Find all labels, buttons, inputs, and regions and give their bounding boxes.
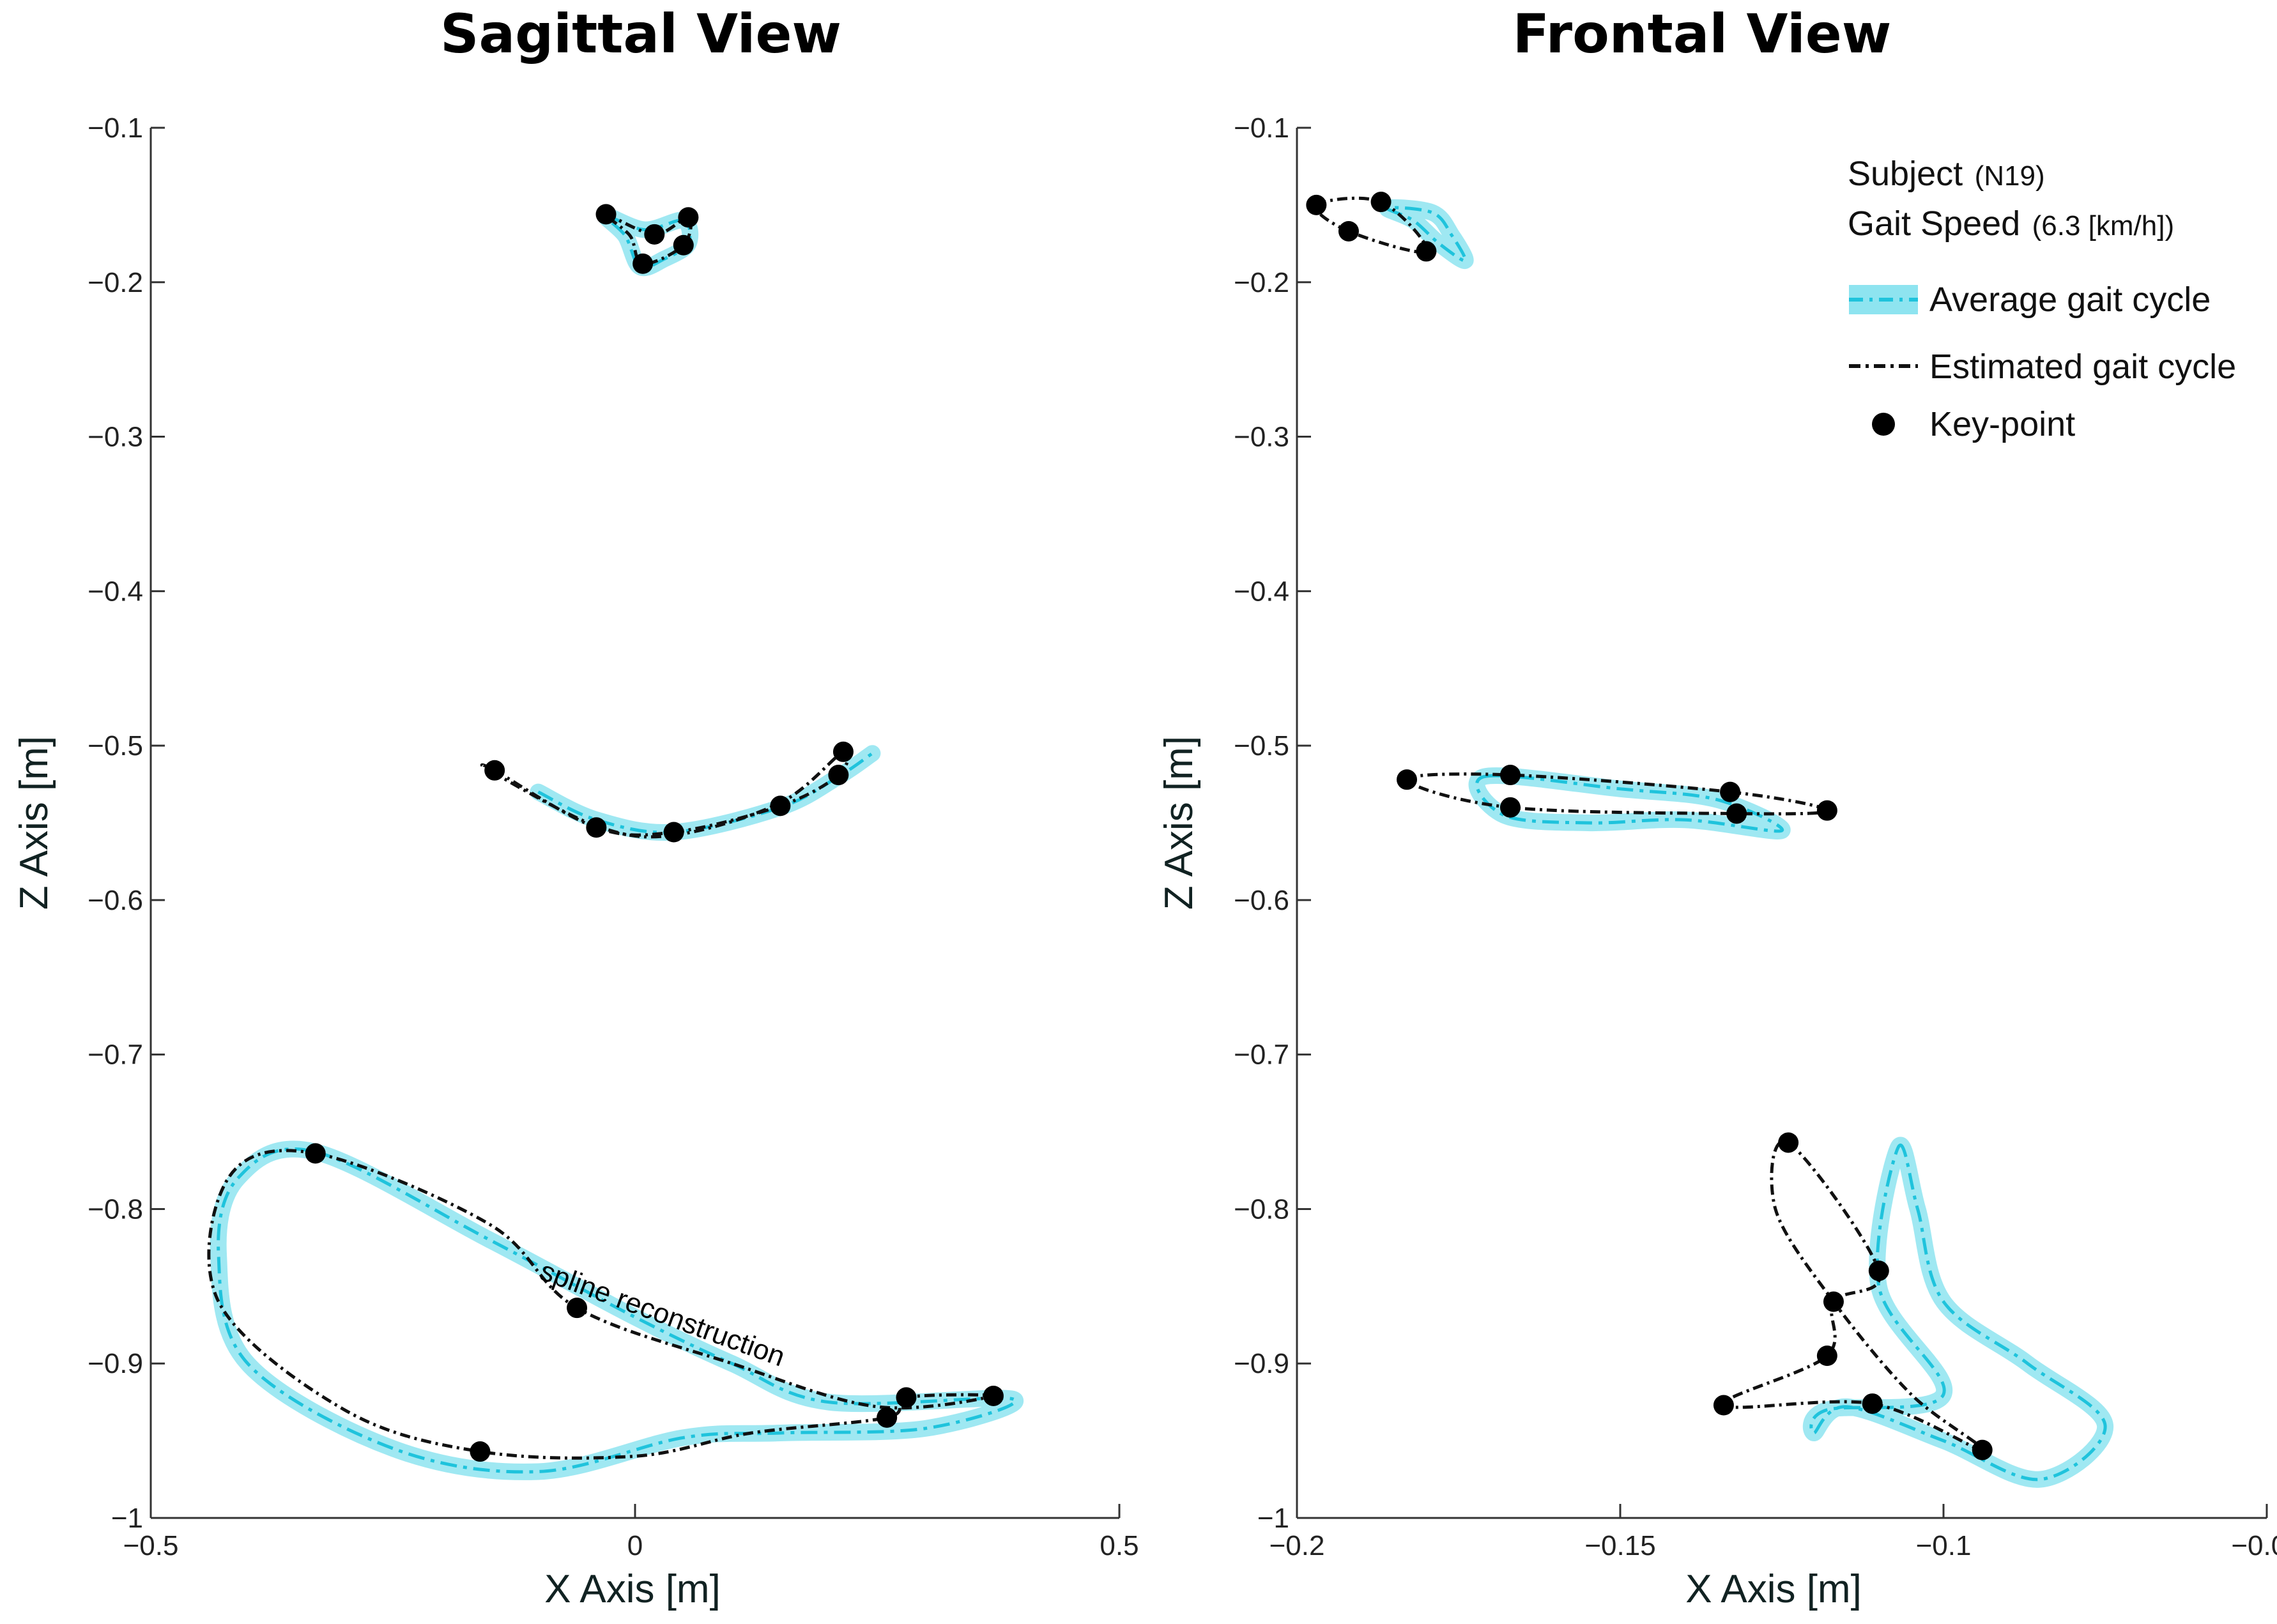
average-gait-band-bottom bbox=[1802, 1137, 2113, 1488]
frontal-title: Frontal View bbox=[1513, 3, 1892, 65]
estimated-gait-line-middle bbox=[480, 749, 850, 839]
sagittal-title: Sagittal View bbox=[440, 3, 841, 65]
key-point-middle bbox=[1397, 769, 1418, 790]
y-tick-label: −0.9 bbox=[1234, 1348, 1289, 1379]
average-gait-line-middle bbox=[1475, 774, 1784, 833]
x-tick-label: −0.05 bbox=[2231, 1530, 2277, 1561]
y-tick-label: −0.8 bbox=[1234, 1193, 1289, 1225]
y-tick-label: −0.1 bbox=[1234, 112, 1289, 144]
y-tick-label: −0.5 bbox=[88, 730, 143, 762]
y-tick-label: −0.1 bbox=[88, 112, 143, 144]
estimated-gait-line-bottom bbox=[1722, 1139, 1984, 1452]
average-gait-band-top bbox=[1379, 199, 1474, 269]
key-point-bottom bbox=[470, 1441, 491, 1462]
legend-subject: Subject (N19) bbox=[1848, 155, 2045, 193]
key-point-middle bbox=[832, 741, 854, 762]
key-point-middle bbox=[1499, 797, 1521, 818]
legend-keypoint-marker bbox=[1872, 413, 1895, 436]
key-point-middle bbox=[663, 822, 684, 843]
key-point-top bbox=[1370, 192, 1392, 213]
key-point-bottom bbox=[983, 1385, 1004, 1406]
legend-speed-value: (6.3 [km/h]) bbox=[2032, 210, 2175, 241]
key-point-middle bbox=[586, 817, 607, 838]
key-point-bottom bbox=[1823, 1291, 1844, 1312]
legend: Subject (N19) Gait Speed (6.3 [km/h]) Av… bbox=[1848, 155, 2236, 443]
frontal-plot-area bbox=[1306, 192, 2113, 1488]
key-point-bottom bbox=[567, 1298, 588, 1319]
y-tick-label: −0.2 bbox=[1234, 267, 1289, 298]
key-point-top bbox=[632, 253, 654, 274]
key-point-middle bbox=[484, 760, 505, 781]
sagittal-ticks: −0.1−0.2−0.3−0.4−0.5−0.6−0.7−0.8−0.9−1−0… bbox=[88, 112, 1138, 1561]
key-point-middle bbox=[1499, 765, 1521, 786]
y-tick-label: −0.4 bbox=[88, 576, 143, 607]
x-tick-label: −0.2 bbox=[1269, 1530, 1325, 1561]
y-tick-label: −0.3 bbox=[1234, 422, 1289, 453]
y-tick-label: −1 bbox=[111, 1503, 143, 1534]
y-tick-label: −1 bbox=[1257, 1503, 1289, 1534]
y-tick-label: −0.4 bbox=[1234, 576, 1289, 607]
y-tick-label: −0.3 bbox=[88, 422, 143, 453]
x-tick-label: −0.5 bbox=[123, 1530, 179, 1561]
legend-speed: Gait Speed (6.3 [km/h]) bbox=[1848, 204, 2174, 243]
average-gait-line-middle bbox=[537, 752, 873, 834]
sagittal-xlabel: X Axis [m] bbox=[544, 1567, 721, 1611]
key-point-bottom bbox=[1868, 1260, 1889, 1282]
y-tick-label: −0.6 bbox=[88, 885, 143, 916]
key-point-bottom bbox=[877, 1407, 898, 1428]
sagittal-plot-area bbox=[207, 204, 1023, 1480]
y-tick-label: −0.5 bbox=[1234, 730, 1289, 762]
y-tick-label: −0.7 bbox=[88, 1039, 143, 1071]
key-point-bottom bbox=[1862, 1393, 1883, 1414]
key-point-middle bbox=[1816, 800, 1837, 821]
average-gait-band-middle bbox=[530, 745, 881, 841]
key-point-bottom bbox=[1972, 1439, 1993, 1460]
x-tick-label: −0.15 bbox=[1584, 1530, 1655, 1561]
average-gait-line-bottom bbox=[1809, 1144, 2107, 1482]
legend-speed-label: Gait Speed bbox=[1848, 204, 2020, 243]
legend-keypoint-label: Key-point bbox=[1929, 405, 2075, 443]
legend-average-label: Average gait cycle bbox=[1929, 280, 2211, 319]
key-point-middle bbox=[1720, 781, 1741, 802]
key-point-top bbox=[1416, 241, 1437, 262]
x-tick-label: 0.5 bbox=[1100, 1530, 1138, 1561]
key-point-bottom bbox=[305, 1143, 326, 1164]
key-point-top bbox=[673, 234, 694, 256]
average-gait-line-top bbox=[604, 214, 692, 270]
key-point-top bbox=[1338, 220, 1359, 241]
key-point-bottom bbox=[1713, 1395, 1734, 1416]
key-point-top bbox=[595, 204, 617, 225]
legend-subject-value: (N19) bbox=[1975, 160, 2045, 192]
key-point-top bbox=[678, 207, 699, 228]
y-tick-label: −0.9 bbox=[88, 1348, 143, 1379]
sagittal-ylabel: Z Axis [m] bbox=[12, 736, 56, 910]
legend-estimated-label: Estimated gait cycle bbox=[1929, 348, 2236, 386]
key-point-middle bbox=[828, 765, 849, 786]
legend-subject-label: Subject bbox=[1848, 155, 1963, 193]
x-tick-label: −0.1 bbox=[1916, 1530, 1972, 1561]
y-tick-label: −0.7 bbox=[1234, 1039, 1289, 1071]
frontal-ticks: −0.1−0.2−0.3−0.4−0.5−0.6−0.7−0.8−0.9−1−0… bbox=[1234, 112, 2277, 1561]
x-tick-label: 0 bbox=[627, 1530, 643, 1561]
sagittal-panel: Sagittal View −0.1 −0.2 −0.3 −0.4 −0.5 −0.6 −0… bbox=[12, 3, 1139, 1611]
y-tick-label: −0.2 bbox=[88, 267, 143, 298]
key-point-middle bbox=[1726, 803, 1747, 824]
frontal-ylabel: Z Axis [m] bbox=[1157, 736, 1201, 910]
average-gait-line-bottom bbox=[217, 1147, 1017, 1474]
key-point-top bbox=[1306, 194, 1327, 215]
frontal-xlabel: X Axis [m] bbox=[1685, 1567, 1862, 1611]
key-point-bottom bbox=[1816, 1345, 1837, 1367]
key-point-middle bbox=[770, 795, 791, 816]
key-point-bottom bbox=[1778, 1132, 1799, 1153]
key-point-top bbox=[644, 224, 665, 245]
key-point-bottom bbox=[896, 1387, 917, 1408]
y-tick-label: −0.6 bbox=[1234, 885, 1289, 916]
y-tick-label: −0.8 bbox=[88, 1193, 143, 1225]
frontal-panel: Frontal View −0.1 −0.2 −0.3 −0.4 −0.5 −0.6 −0.… bbox=[1157, 3, 2277, 1611]
